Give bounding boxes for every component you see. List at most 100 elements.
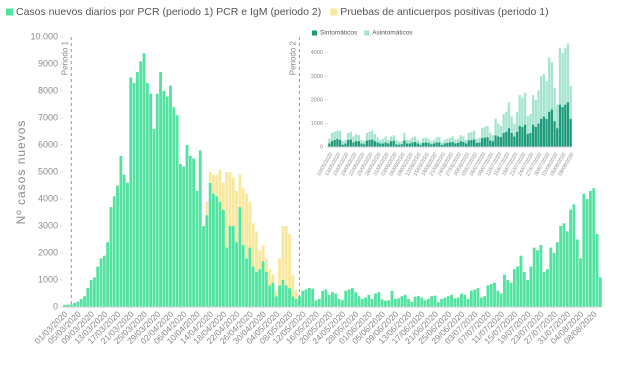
bar: [522, 271, 526, 307]
bar: [456, 138, 460, 143]
bar: [502, 114, 505, 133]
bar: [403, 294, 407, 307]
bar: [499, 137, 503, 147]
bar: [76, 301, 80, 307]
bar: [564, 104, 567, 147]
bar: [274, 296, 278, 307]
bar: [562, 223, 566, 307]
bar: [470, 139, 473, 147]
bar: [503, 274, 506, 307]
bar: [241, 188, 245, 245]
bar: [371, 130, 374, 140]
bar: [387, 139, 390, 144]
y-tick-label: 3000: [311, 74, 323, 80]
bar: [478, 142, 481, 147]
bar: [268, 269, 272, 286]
bar: [419, 142, 422, 145]
bar: [556, 104, 559, 129]
bar: [228, 226, 232, 307]
bar: [159, 72, 162, 307]
bar: [537, 90, 540, 124]
bar: [410, 301, 414, 307]
bar: [381, 143, 385, 147]
bar: [454, 143, 457, 147]
bar: [69, 304, 73, 307]
bar: [381, 138, 385, 144]
bar: [333, 139, 336, 147]
bar: [546, 269, 549, 307]
bar: [278, 258, 282, 286]
bar: [314, 300, 318, 307]
bar: [408, 143, 411, 147]
bar: [389, 136, 393, 142]
bar: [92, 277, 96, 307]
bar: [426, 298, 430, 307]
bar: [553, 121, 556, 147]
bar: [395, 144, 398, 147]
annotation: Periodo 2: [289, 40, 298, 75]
bar: [86, 288, 90, 307]
bar: [483, 137, 487, 147]
bar: [264, 258, 268, 272]
bar: [384, 142, 387, 147]
bar: [502, 132, 505, 147]
bar: [521, 126, 524, 147]
bar: [328, 138, 331, 144]
bar: [579, 258, 582, 307]
bar: [274, 290, 278, 297]
bar: [451, 141, 454, 147]
bar: [459, 141, 462, 147]
bar: [540, 76, 543, 119]
bar: [221, 182, 225, 210]
bar: [433, 295, 437, 307]
bar: [518, 125, 521, 147]
bar: [208, 182, 212, 307]
bar: [241, 244, 245, 307]
bar: [440, 142, 444, 145]
bar: [489, 284, 493, 307]
bar: [182, 166, 186, 307]
y-tick-label: 0: [320, 144, 323, 150]
bar: [261, 261, 265, 307]
bar: [231, 177, 235, 226]
bar: [403, 140, 406, 147]
bar: [526, 280, 530, 307]
bar: [523, 92, 527, 125]
bar: [435, 142, 438, 147]
bar: [505, 131, 508, 147]
legend-swatch: [330, 8, 338, 16]
bar: [491, 135, 495, 142]
bar: [333, 131, 336, 140]
bar: [185, 145, 189, 307]
bar: [251, 223, 255, 267]
bar: [499, 293, 503, 307]
bar: [400, 296, 404, 307]
bar: [377, 292, 381, 307]
bar: [208, 172, 212, 183]
bar: [324, 289, 328, 307]
bar: [352, 142, 355, 147]
bar: [453, 298, 457, 307]
bar: [354, 292, 358, 307]
bar: [245, 193, 248, 259]
bar: [479, 297, 483, 307]
bar: [598, 277, 602, 307]
bar: [430, 141, 433, 145]
bar: [235, 190, 239, 243]
bar: [106, 242, 110, 307]
bar: [397, 144, 401, 147]
bar: [390, 290, 394, 307]
bar: [460, 293, 463, 307]
bar: [360, 298, 364, 307]
bar: [380, 299, 384, 307]
bar: [469, 290, 473, 307]
y-tick-label: 5000: [38, 166, 58, 176]
bar: [392, 135, 395, 141]
bar: [379, 139, 382, 144]
bar: [464, 143, 468, 147]
bar: [248, 247, 252, 307]
bar: [459, 135, 462, 142]
bar: [559, 226, 563, 307]
bar: [486, 137, 489, 147]
bar: [142, 53, 146, 308]
